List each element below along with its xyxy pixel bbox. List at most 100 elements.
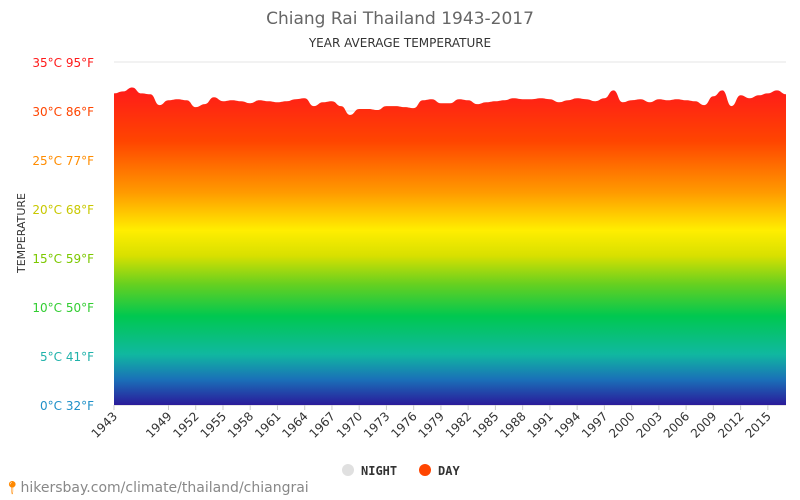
night-data-point: [512, 216, 516, 220]
day-data-point: [439, 101, 443, 105]
x-tick-label: 1970: [334, 409, 365, 440]
day-data-point: [702, 103, 706, 107]
night-data-point: [203, 216, 207, 220]
night-data-point: [748, 200, 752, 204]
day-data-point: [566, 98, 570, 102]
night-data-point: [739, 199, 743, 203]
day-data-point: [167, 98, 171, 102]
chart-title: Chiang Rai Thailand 1943-2017: [266, 9, 534, 29]
day-data-point: [139, 91, 143, 95]
night-data-point: [702, 205, 706, 209]
day-data-point: [457, 97, 461, 101]
x-tick-label: 1952: [170, 409, 201, 440]
day-data-point: [375, 108, 379, 112]
day-data-point: [303, 96, 307, 100]
night-data-point: [394, 224, 398, 228]
day-data-point: [148, 92, 152, 96]
day-data-point: [757, 93, 761, 97]
day-data-point: [748, 96, 752, 100]
day-data-point: [739, 93, 743, 97]
night-data-point: [321, 216, 325, 220]
x-tick-label: 1985: [470, 409, 501, 440]
day-data-point: [330, 99, 334, 103]
chart-subtitle: YEAR AVERAGE TEMPERATURE: [308, 36, 491, 50]
day-data-point: [394, 104, 398, 108]
day-data-point: [112, 91, 116, 95]
legend-item-night[interactable]: NIGHT: [342, 464, 397, 478]
night-data-point: [230, 223, 234, 227]
x-tick-label: 2006: [661, 409, 692, 440]
day-data-point: [430, 97, 434, 101]
day-data-point: [321, 100, 325, 104]
y-tick-label: 35°C 95°F: [32, 56, 94, 70]
night-data-point: [466, 220, 470, 224]
night-data-point: [312, 225, 316, 229]
day-data-point: [276, 100, 280, 104]
night-data-point: [639, 207, 643, 211]
night-data-point: [448, 216, 452, 220]
day-data-point: [203, 102, 207, 106]
x-tick-label: 2015: [742, 409, 773, 440]
day-data-point: [648, 100, 652, 104]
night-data-point: [711, 202, 715, 206]
x-tick-label: 2003: [634, 409, 665, 440]
night-data-point: [421, 219, 425, 223]
night-data-point: [584, 213, 588, 217]
day-data-point: [448, 101, 452, 105]
night-data-point: [493, 217, 497, 221]
legend-night-label: NIGHT: [361, 464, 397, 478]
night-data-point: [239, 220, 243, 224]
night-data-point: [112, 209, 116, 213]
x-tick-label: 1967: [307, 409, 338, 440]
day-data-point: [357, 107, 361, 111]
day-data-point: [730, 104, 734, 108]
day-data-point: [466, 98, 470, 102]
day-data-point: [239, 99, 243, 103]
night-data-point: [366, 231, 370, 235]
footer-link[interactable]: 📍︎hikersbay.com/climate/thailand/chiangr…: [4, 480, 309, 496]
day-data-point: [612, 88, 616, 92]
day-data-point: [185, 98, 189, 102]
day-data-point: [285, 99, 289, 103]
footer-url: hikersbay.com/climate/thailand/chiangrai: [20, 480, 309, 496]
day-data-point: [412, 106, 416, 110]
night-data-point: [775, 204, 779, 208]
x-tick-label: 1964: [279, 409, 310, 440]
night-data-point: [375, 218, 379, 222]
night-data-point: [294, 229, 298, 233]
day-data-point: [775, 88, 779, 92]
x-tick-label: 2000: [606, 409, 637, 440]
x-tick-label: 2012: [715, 409, 746, 440]
day-data-point: [493, 99, 497, 103]
day-data-point: [684, 98, 688, 102]
day-data-point: [693, 99, 697, 103]
night-data-point: [330, 219, 334, 223]
day-data-point: [130, 86, 134, 90]
day-data-point: [530, 97, 534, 101]
night-data-point: [248, 221, 252, 225]
day-data-point: [257, 98, 261, 102]
x-tick-label: 1997: [579, 409, 610, 440]
y-axis-ticks: 0°C 32°F 5°C 41°F 10°C 50°F 15°C 59°F 20°C 6…: [32, 56, 94, 413]
night-data-point: [403, 218, 407, 222]
legend-day-label: DAY: [438, 464, 460, 478]
night-data-point: [348, 225, 352, 229]
y-tick-label: 25°C 77°F: [32, 154, 94, 168]
night-data-point: [185, 217, 189, 221]
night-data-point: [521, 217, 525, 221]
day-data-point: [421, 98, 425, 102]
x-tick-label: 1991: [525, 409, 556, 440]
night-data-point: [276, 218, 280, 222]
night-data-point: [575, 213, 579, 217]
day-data-point: [221, 99, 225, 103]
day-data-point: [194, 105, 198, 109]
day-data-point: [666, 98, 670, 102]
night-data-point: [475, 219, 479, 223]
night-data-point: [212, 229, 216, 233]
x-tick-label: 1961: [252, 409, 283, 440]
legend-item-day[interactable]: DAY: [419, 464, 460, 478]
day-data-point: [539, 96, 543, 100]
day-data-point: [503, 98, 507, 102]
night-data-point: [357, 223, 361, 227]
